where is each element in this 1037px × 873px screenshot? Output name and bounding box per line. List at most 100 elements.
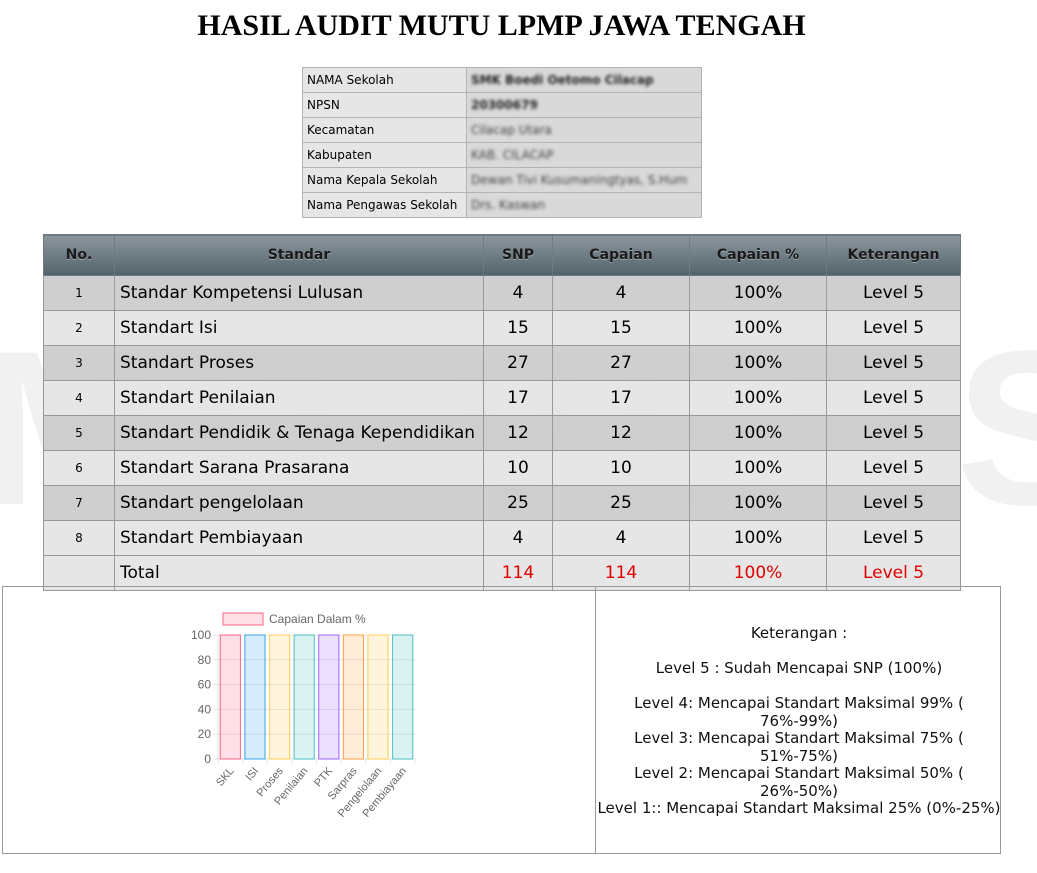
cell-keterangan: Level 5 (826, 310, 961, 346)
info-row: Kecamatan Cilacap Utara (302, 117, 702, 143)
chart-bar (367, 634, 389, 760)
cell-capaian: 12 (552, 415, 690, 451)
header-no: No. (43, 234, 115, 276)
cell-no (43, 555, 115, 591)
info-row: Kabupaten KAB. CILACAP (302, 142, 702, 168)
y-tick-label: 60 (198, 678, 212, 692)
cell-capaian: 15 (552, 310, 690, 346)
header-snp: SNP (483, 234, 553, 276)
total-label: Total (114, 555, 484, 591)
table-row: 4 Standart Penilaian 17 17 100% Level 5 (43, 380, 961, 416)
info-row: Nama Pengawas Sekolah Drs. Kaswan (302, 192, 702, 218)
cell-standar: Standart Isi (114, 310, 484, 346)
chart-legend[interactable]: Capaian Dalam % (222, 612, 366, 626)
cell-standar: Standart Pendidik & Tenaga Kependidikan (114, 415, 484, 451)
cell-no: 8 (43, 520, 115, 556)
table-row: 3 Standart Proses 27 27 100% Level 5 (43, 345, 961, 381)
cell-persen: 100% (689, 275, 827, 311)
table-row: 6 Standart Sarana Prasarana 10 10 100% L… (43, 450, 961, 486)
cell-snp: 17 (483, 380, 553, 416)
cell-no: 7 (43, 485, 115, 521)
cell-capaian: 17 (552, 380, 690, 416)
info-row: NPSN 20300679 (302, 92, 702, 118)
chart-bar (392, 634, 414, 760)
audit-results-table: No. Standar SNP Capaian Capaian % Ketera… (43, 234, 961, 591)
cell-persen: 100% (689, 415, 827, 451)
cell-no: 5 (43, 415, 115, 451)
table-row: 7 Standart pengelolaan 25 25 100% Level … (43, 485, 961, 521)
cell-standar: Standart Penilaian (114, 380, 484, 416)
info-value: 20300679 (466, 92, 702, 118)
chart-bar (219, 634, 241, 760)
y-tick-label: 20 (198, 727, 212, 741)
chart-y-ticks: 0 20 40 60 80 100 (191, 628, 211, 766)
info-row: NAMA Sekolah SMK Boedi Oetomo Cilacap (302, 67, 702, 93)
y-tick-label: 80 (198, 653, 212, 667)
table-header-row: No. Standar SNP Capaian Capaian % Ketera… (43, 234, 961, 276)
info-label: Kecamatan (302, 117, 467, 143)
keterangan-item: Level 4: Mencapai Standart Maksimal 99% … (634, 694, 964, 730)
header-standar: Standar (114, 234, 484, 276)
info-label: Nama Kepala Sekolah (302, 167, 467, 193)
info-value: SMK Boedi Oetomo Cilacap (466, 67, 702, 93)
cell-no: 1 (43, 275, 115, 311)
info-value: Drs. Kaswan (466, 192, 702, 218)
cell-persen: 100% (689, 450, 827, 486)
cell-persen: 100% (689, 310, 827, 346)
info-label: NAMA Sekolah (302, 67, 467, 93)
cell-capaian: 4 (552, 275, 690, 311)
cell-no: 6 (43, 450, 115, 486)
cell-keterangan: Level 5 (826, 415, 961, 451)
cell-snp: 4 (483, 275, 553, 311)
cell-standar: Standart Sarana Prasarana (114, 450, 484, 486)
chart-bars (219, 634, 414, 760)
info-value: KAB. CILACAP (466, 142, 702, 168)
info-label: Nama Pengawas Sekolah (302, 192, 467, 218)
cell-persen: 100% (689, 520, 827, 556)
chart-bar (293, 634, 315, 760)
cell-snp: 27 (483, 345, 553, 381)
page-title: HASIL AUDIT MUTU LPMP JAWA TENGAH (197, 9, 806, 42)
chart-bar (268, 634, 291, 760)
total-keterangan: Level 5 (826, 555, 961, 591)
header-capaian: Capaian (552, 234, 690, 276)
school-info-table: NAMA Sekolah SMK Boedi Oetomo Cilacap NPS… (302, 67, 702, 218)
cell-keterangan: Level 5 (826, 275, 961, 311)
cell-persen: 100% (689, 380, 827, 416)
keterangan-item: Level 2: Mencapai Standart Maksimal 50% … (634, 764, 964, 800)
cell-snp: 12 (483, 415, 553, 451)
cell-keterangan: Level 5 (826, 485, 961, 521)
info-value: Dewan Tivi Kusumaningtyas, S.Hum (466, 167, 702, 193)
cell-standar: Standart pengelolaan (114, 485, 484, 521)
cell-keterangan: Level 5 (826, 380, 961, 416)
table-row: 8 Standart Pembiayaan 4 4 100% Level 5 (43, 520, 961, 556)
cell-capaian: 4 (552, 520, 690, 556)
keterangan-item: Level 3: Mencapai Standart Maksimal 75% … (634, 729, 964, 765)
x-tick-label: ISI (243, 765, 261, 783)
cell-standar: Standar Kompetensi Lulusan (114, 275, 484, 311)
cell-standar: Standart Proses (114, 345, 484, 381)
cell-snp: 10 (483, 450, 553, 486)
x-tick-label: SKL (214, 765, 237, 789)
legend-label: Capaian Dalam % (269, 612, 366, 626)
cell-persen: 100% (689, 345, 827, 381)
y-tick-label: 100 (191, 628, 211, 642)
cell-snp: 4 (483, 520, 553, 556)
cell-keterangan: Level 5 (826, 450, 961, 486)
cell-no: 4 (43, 380, 115, 416)
cell-no: 2 (43, 310, 115, 346)
info-row: Nama Kepala Sekolah Dewan Tivi Kusumaning… (302, 167, 702, 193)
cell-no: 3 (43, 345, 115, 381)
cell-capaian: 10 (552, 450, 690, 486)
y-tick-label: 0 (204, 752, 211, 766)
summary-panel: 0 20 40 60 80 100 SKL ISI Proses Penilaian PTK Sar… (2, 586, 1001, 854)
info-value: Cilacap Utara (466, 117, 702, 143)
chart-bar (342, 634, 365, 760)
total-row: Total 114 114 100% Level 5 (43, 555, 961, 591)
keterangan-item: Level 1:: Mencapai Standart Maksimal 25%… (597, 799, 1001, 817)
table-row: 2 Standart Isi 15 15 100% Level 5 (43, 310, 961, 346)
cell-snp: 25 (483, 485, 553, 521)
cell-capaian: 25 (552, 485, 690, 521)
x-tick-label: PTK (312, 765, 335, 790)
